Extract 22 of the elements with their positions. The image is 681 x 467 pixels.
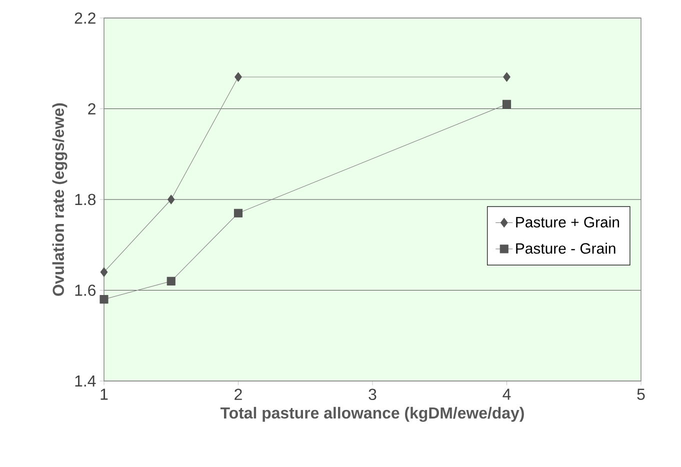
x-tick-label: 2	[234, 388, 242, 400]
point	[100, 267, 108, 277]
point	[234, 72, 242, 82]
point	[503, 72, 510, 82]
x-tick-label: 1	[100, 388, 108, 400]
y-tick-label: 2	[88, 103, 96, 114]
x-tick-label: 3	[368, 388, 376, 400]
x-tick-label: 5	[637, 388, 645, 400]
y-tick-label: 1.4	[75, 376, 96, 386]
x-tick-label: 4	[502, 388, 511, 400]
point	[502, 100, 512, 108]
point	[167, 194, 175, 204]
y-tick-label: 2.2	[74, 12, 96, 24]
point	[234, 208, 243, 218]
y-axis-title: Ovulation rate (eggs/ewe)	[52, 103, 68, 296]
point	[100, 295, 108, 304]
point	[166, 276, 176, 286]
legend-label: Pasture + Grain	[516, 216, 620, 228]
y-tick-label: 1.8	[75, 194, 96, 206]
legend-label: Pasture - Grain	[516, 242, 616, 254]
y-tick-label: 1.6	[75, 284, 96, 296]
x-axis-title: Total pasture allowance (kgDM/ewe/day)	[220, 406, 524, 422]
